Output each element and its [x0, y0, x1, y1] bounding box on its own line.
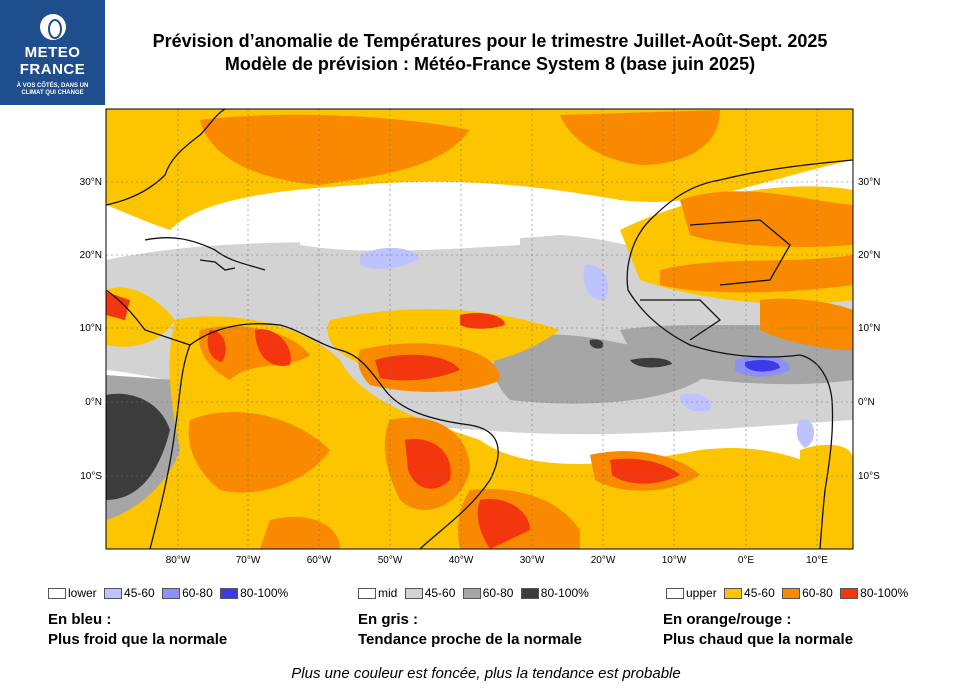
lon-label-30w: 30°W	[520, 555, 545, 566]
explanation-blue-text: Plus froid que la normale	[48, 631, 228, 648]
lat-label-20n: 20°N	[80, 250, 102, 261]
lon-label-10w: 10°W	[662, 555, 687, 566]
logo-tagline1: À VOS CÔTÉS, DANS UN	[16, 83, 89, 89]
swatch-orange-80-100	[840, 588, 859, 600]
legend-orange-80-100-label: 80-100%	[860, 586, 909, 600]
meteo-france-logo: METEO FRANCE À VOS CÔTÉS, DANS UN CLIMAT Q…	[0, 0, 105, 105]
legend-blue-45-60-label: 45-60	[124, 586, 155, 600]
swatch-grey-45-60	[404, 588, 423, 600]
coastlines	[106, 109, 853, 549]
explanation-blue: En bleu : Plus froid que la normale	[48, 610, 227, 650]
lon-label-20w: 20°W	[591, 555, 616, 566]
footer-note: Plus une couleur est foncée, plus la ten…	[291, 665, 681, 682]
logo-line2: FRANCE	[19, 61, 86, 78]
page-title: Prévision d’anomalie de Températures pou…	[110, 30, 870, 76]
lat-label-30n: 30°N	[80, 177, 102, 188]
lon-label-10e: 10°E	[806, 555, 828, 566]
legend-grey-45-60-label: 45-60	[424, 586, 456, 600]
logo-tagline2: CLIMAT QUI CHANGE	[21, 90, 84, 96]
legend-grey-80-100-label: 80-100%	[540, 586, 589, 600]
explanation-blue-heading: En bleu :	[48, 611, 112, 628]
explanation-orange: En orange/rouge : Plus chaud que la norm…	[663, 610, 853, 650]
lat-label-10n-right: 10°N	[858, 323, 880, 334]
legend-upper-label: upper	[686, 586, 717, 600]
swatch-blue-60-80	[162, 588, 181, 600]
lon-label-50w: 50°W	[378, 555, 403, 566]
anomaly-map: 30°N 20°N 10°N 0°N 10°S 30°N 20°N 10°N 0…	[80, 108, 880, 566]
lat-label-0n: 0°N	[85, 397, 102, 408]
swatch-blue-80-100	[220, 588, 239, 600]
swatch-upper	[666, 588, 684, 600]
map-field	[106, 109, 853, 549]
legend-orange-45-60-label: 45-60	[744, 586, 775, 600]
legend-blue-80-100-label: 80-100%	[240, 586, 289, 600]
legend-warm: upper 45-60 60-80 80-100%	[666, 586, 912, 600]
explanation-orange-heading: En orange/rouge :	[663, 611, 792, 628]
lat-label-20n-right: 20°N	[858, 250, 880, 261]
legend-lower-label: lower	[68, 586, 97, 600]
lat-label-10n: 10°N	[80, 323, 102, 334]
legend-grey-60-80-label: 60-80	[482, 586, 514, 600]
legend-cold: lower 45-60 60-80 80-100%	[48, 586, 292, 600]
lat-label-10s-right: 10°S	[858, 471, 880, 482]
logo-line1: METEO	[24, 44, 81, 61]
swatch-mid	[358, 588, 376, 600]
legend-mid-label: mid	[378, 586, 398, 600]
lon-label-60w: 60°W	[307, 555, 332, 566]
explanation-orange-text: Plus chaud que la normale	[663, 631, 854, 648]
meteo-france-logo-icon	[40, 14, 66, 40]
lon-label-80w: 80°W	[166, 555, 191, 566]
swatch-grey-80-100	[520, 588, 539, 600]
swatch-grey-60-80	[462, 588, 481, 600]
lon-label-40w: 40°W	[449, 555, 474, 566]
explanation-grey: En gris : Tendance proche de la normale	[358, 610, 582, 650]
title-line2: Modèle de prévision : Météo-France Syste…	[224, 54, 756, 74]
lat-label-0n-right: 0°N	[858, 397, 875, 408]
swatch-orange-45-60	[724, 588, 743, 600]
legend-orange-60-80-label: 60-80	[802, 586, 833, 600]
swatch-lower	[48, 588, 66, 600]
title-line1: Prévision d’anomalie de Températures pou…	[152, 31, 828, 51]
lon-label-0e: 0°E	[738, 555, 755, 566]
legend-mid: mid 45-60 60-80 80-100%	[358, 586, 593, 600]
graticule	[106, 109, 853, 549]
lon-label-70w: 70°W	[236, 555, 261, 566]
lat-label-10s: 10°S	[80, 471, 102, 482]
explanation-grey-text: Tendance proche de la normale	[358, 631, 582, 648]
swatch-orange-60-80	[782, 588, 801, 600]
swatch-blue-45-60	[104, 588, 123, 600]
legend-blue-60-80-label: 60-80	[182, 586, 213, 600]
lat-label-30n-right: 30°N	[858, 177, 880, 188]
explanation-grey-heading: En gris :	[358, 611, 419, 628]
